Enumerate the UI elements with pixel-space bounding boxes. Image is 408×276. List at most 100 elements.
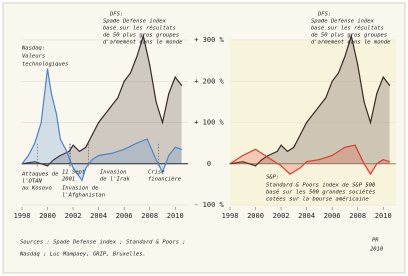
annotation: cotées sur la bourse américaine: [266, 196, 369, 203]
point: [66, 151, 67, 152]
point: [85, 167, 86, 168]
point: [47, 165, 48, 166]
point: [60, 139, 61, 140]
point: [357, 64, 358, 65]
point: [290, 174, 291, 175]
point: [22, 163, 23, 164]
point: [344, 147, 345, 148]
point: [85, 147, 86, 148]
annotation: 2001: [62, 177, 75, 183]
annotation: de 50 plus gros groupes: [103, 33, 179, 39]
point: [383, 77, 384, 78]
point: [268, 155, 269, 156]
annotation: basé sur les 500 grandes sociétés: [266, 189, 375, 196]
annotation: Crise: [148, 170, 165, 176]
point: [319, 106, 320, 107]
point: [293, 147, 294, 148]
x-tick-label: 2010: [375, 212, 392, 220]
point: [147, 139, 148, 140]
point: [136, 143, 137, 144]
y-tick-label: - 100 %: [194, 201, 224, 209]
annotation: d'armement dans le monde: [103, 40, 183, 46]
point: [319, 159, 320, 160]
y-tick-label: + 100 %: [194, 119, 224, 127]
point: [175, 77, 176, 78]
x-tick-label: 2008: [141, 212, 158, 220]
point: [255, 165, 256, 166]
annotation: Invasion: [100, 170, 127, 176]
annotation: financière: [148, 176, 182, 183]
x-tick-label: 2008: [349, 212, 366, 220]
point: [230, 163, 231, 164]
x-tick-label: 1998: [14, 212, 31, 220]
point: [332, 155, 333, 156]
point: [175, 147, 176, 148]
x-tick-label: 2000: [247, 212, 264, 220]
x-tick-label: 2004: [90, 212, 107, 220]
point: [300, 134, 301, 135]
sources: Sources : Spade Defense index ; Standard…: [20, 240, 186, 246]
chart: Sources : Spade Defense index ; Standard…: [0, 0, 408, 276]
point: [181, 85, 182, 86]
point: [92, 159, 93, 160]
point: [364, 163, 365, 164]
point: [56, 114, 57, 115]
point: [47, 68, 48, 69]
point: [281, 165, 282, 166]
annotation: au Kosovo: [22, 186, 52, 192]
point: [306, 122, 307, 123]
point: [332, 81, 333, 82]
annotation: Nasdaq:: [21, 46, 45, 52]
annotation: 11 Sept: [62, 170, 86, 176]
x-tick-label: 2002: [65, 212, 82, 220]
x-tick-label: 2002: [273, 212, 290, 220]
point: [98, 122, 99, 123]
annotation: Spade Defense index: [311, 19, 375, 25]
annotation: l'Afghanistan: [62, 193, 105, 199]
point: [117, 97, 118, 98]
annotation: basé sur les résultats: [103, 25, 176, 32]
signature: PR: [372, 238, 379, 244]
point: [124, 149, 125, 150]
annotation: S&P:: [266, 175, 279, 181]
point: [268, 157, 269, 158]
annotation: technologiques: [22, 62, 68, 68]
point: [255, 149, 256, 150]
point: [92, 134, 93, 135]
annotation: Attaques de: [21, 172, 59, 178]
point: [364, 101, 365, 102]
x-tick-label: 2004: [298, 212, 315, 220]
point: [181, 149, 182, 150]
point: [156, 159, 157, 160]
x-tick-label: 2010: [167, 212, 184, 220]
annotation: basé sur les résultats: [311, 25, 384, 32]
sources: Nasdaq ; Luc Mampaey, GRIP, Bruxelles.: [19, 252, 146, 258]
point: [149, 64, 150, 65]
point: [370, 122, 371, 123]
point: [355, 145, 356, 146]
point: [51, 93, 52, 94]
x-tick-label: 2006: [116, 212, 133, 220]
point: [376, 93, 377, 94]
point: [73, 145, 74, 146]
annotation: de l'Irak: [100, 177, 130, 183]
point: [281, 145, 282, 146]
point: [124, 81, 125, 82]
point: [162, 122, 163, 123]
point: [376, 163, 377, 164]
point: [168, 155, 169, 156]
point: [130, 73, 131, 74]
point: [34, 143, 35, 144]
point: [383, 159, 384, 160]
point: [111, 153, 112, 154]
x-tick-label: 2006: [324, 212, 341, 220]
signature: 2010: [370, 247, 384, 253]
point: [136, 56, 137, 57]
point: [277, 151, 278, 152]
annotation: d'armement dans le monde: [311, 40, 391, 46]
point: [79, 151, 80, 152]
point: [156, 101, 157, 102]
point: [287, 151, 288, 152]
point: [389, 85, 390, 86]
point: [325, 97, 326, 98]
